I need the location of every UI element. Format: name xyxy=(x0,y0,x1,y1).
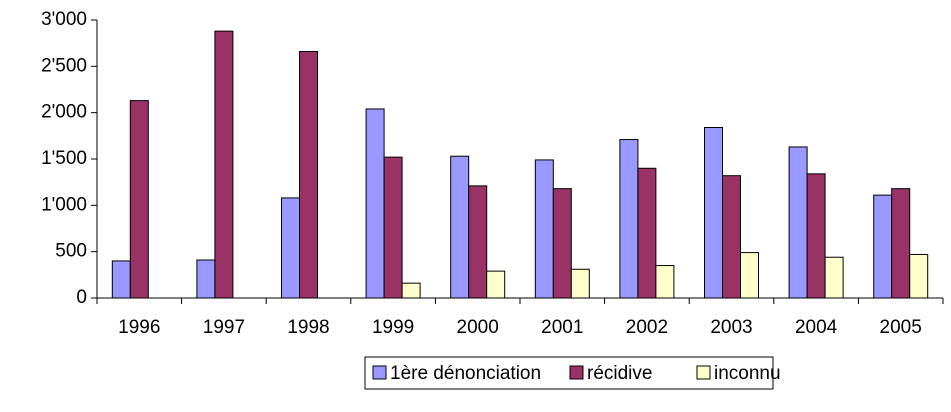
y-tick-label: 2'500 xyxy=(41,55,87,76)
x-tick-label: 1997 xyxy=(203,317,245,338)
legend-label: 1ère dénonciation xyxy=(390,363,541,384)
bar xyxy=(740,252,759,299)
bar xyxy=(129,100,149,299)
bar xyxy=(383,156,403,299)
bar xyxy=(111,260,131,299)
x-tick-label: 2003 xyxy=(710,317,752,338)
bar xyxy=(468,185,488,299)
x-tick-label: 2002 xyxy=(626,317,668,338)
x-tick-label: 2000 xyxy=(457,317,499,338)
bar xyxy=(891,188,911,299)
bar xyxy=(873,194,893,299)
x-tick-label: 2005 xyxy=(880,317,922,338)
y-tick-label: 2'000 xyxy=(41,102,87,123)
bar xyxy=(704,126,723,299)
bar xyxy=(824,256,844,299)
bar xyxy=(637,167,657,299)
y-tick-label: 1'500 xyxy=(41,148,87,169)
legend-swatch xyxy=(372,365,387,380)
bar xyxy=(806,173,826,299)
bar xyxy=(486,270,506,299)
bar xyxy=(909,253,929,299)
y-tick-label: 1'000 xyxy=(41,194,87,215)
bar xyxy=(281,197,300,299)
bar xyxy=(365,108,385,299)
bar xyxy=(570,268,590,299)
bar xyxy=(552,188,572,299)
y-tick-label: 500 xyxy=(55,241,87,262)
bar xyxy=(214,30,234,299)
x-tick-label: 1996 xyxy=(118,317,160,338)
bar xyxy=(299,51,318,299)
legend-label: récidive xyxy=(587,363,652,384)
bar xyxy=(655,265,675,299)
bar xyxy=(619,139,639,299)
bar xyxy=(722,175,741,299)
legend-label: inconnu xyxy=(714,363,781,384)
bar xyxy=(450,155,470,299)
y-tick-label: 0 xyxy=(76,287,87,308)
bar xyxy=(788,146,808,299)
x-tick-label: 1999 xyxy=(372,317,414,338)
legend-swatch xyxy=(569,365,584,380)
legend-swatch xyxy=(696,365,711,380)
bar xyxy=(534,159,554,299)
bar xyxy=(196,259,216,299)
x-tick-label: 1998 xyxy=(287,317,329,338)
x-tick-label: 2004 xyxy=(795,317,838,338)
bar xyxy=(401,282,421,299)
x-tick-label: 2001 xyxy=(541,317,583,338)
y-tick-label: 3'000 xyxy=(41,9,87,30)
